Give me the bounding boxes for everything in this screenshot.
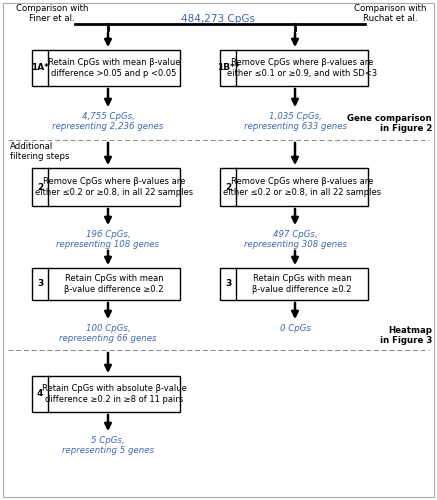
Text: 0 CpGs: 0 CpGs: [280, 324, 310, 333]
Text: 2: 2: [37, 182, 43, 192]
Text: Remove CpGs where β-values are
either ≤0.2 or ≥0.8, in all 22 samples: Remove CpGs where β-values are either ≤0…: [223, 178, 381, 197]
Text: Retain CpGs with absolute β-value
difference ≥0.2 in ≥8 of 11 pairs: Retain CpGs with absolute β-value differ…: [42, 384, 187, 404]
Bar: [220, 50, 368, 86]
Text: Gene comparison
in Figure 2: Gene comparison in Figure 2: [347, 114, 432, 134]
Text: Comparison with
Finer et al.: Comparison with Finer et al.: [16, 4, 88, 23]
Text: Retain CpGs with mean
β-value difference ≥0.2: Retain CpGs with mean β-value difference…: [64, 274, 164, 293]
Text: 1,035 CpGs,
representing 633 genes: 1,035 CpGs, representing 633 genes: [243, 112, 347, 132]
Text: 5 CpGs,
representing 5 genes: 5 CpGs, representing 5 genes: [62, 436, 154, 456]
Bar: [32, 168, 180, 206]
Text: 3: 3: [37, 280, 43, 288]
Text: Remove CpGs where β-values are
either ≤0.2 or ≥0.8, in all 22 samples: Remove CpGs where β-values are either ≤0…: [35, 178, 193, 197]
Text: 1B**: 1B**: [217, 64, 239, 72]
Bar: [32, 50, 180, 86]
Text: Retain CpGs with mean
β-value difference ≥0.2: Retain CpGs with mean β-value difference…: [252, 274, 352, 293]
Bar: [220, 168, 368, 206]
Text: 100 CpGs,
representing 66 genes: 100 CpGs, representing 66 genes: [59, 324, 157, 344]
Text: 2: 2: [225, 182, 231, 192]
Bar: [32, 268, 180, 300]
Text: Additional
filtering steps: Additional filtering steps: [10, 142, 69, 162]
Text: 4: 4: [37, 390, 43, 398]
Text: Comparison with
Ruchat et al.: Comparison with Ruchat et al.: [354, 4, 426, 23]
Text: Remove CpGs where β-values are
either ≤0.1 or ≥0.9, and with SD<3: Remove CpGs where β-values are either ≤0…: [227, 58, 377, 78]
Bar: [220, 268, 368, 300]
Text: 1A*: 1A*: [31, 64, 49, 72]
Text: 196 CpGs,
representing 108 genes: 196 CpGs, representing 108 genes: [56, 230, 160, 250]
Text: Heatmap
in Figure 3: Heatmap in Figure 3: [380, 326, 432, 345]
Text: 497 CpGs,
representing 308 genes: 497 CpGs, representing 308 genes: [243, 230, 347, 250]
Text: 4,755 CpGs,
representing 2,236 genes: 4,755 CpGs, representing 2,236 genes: [52, 112, 163, 132]
Text: Retain CpGs with mean β-value
difference >0.05 and p <0.05: Retain CpGs with mean β-value difference…: [48, 58, 180, 78]
Text: 484,273 CpGs: 484,273 CpGs: [181, 14, 255, 24]
Bar: [32, 376, 180, 412]
Text: 3: 3: [225, 280, 231, 288]
